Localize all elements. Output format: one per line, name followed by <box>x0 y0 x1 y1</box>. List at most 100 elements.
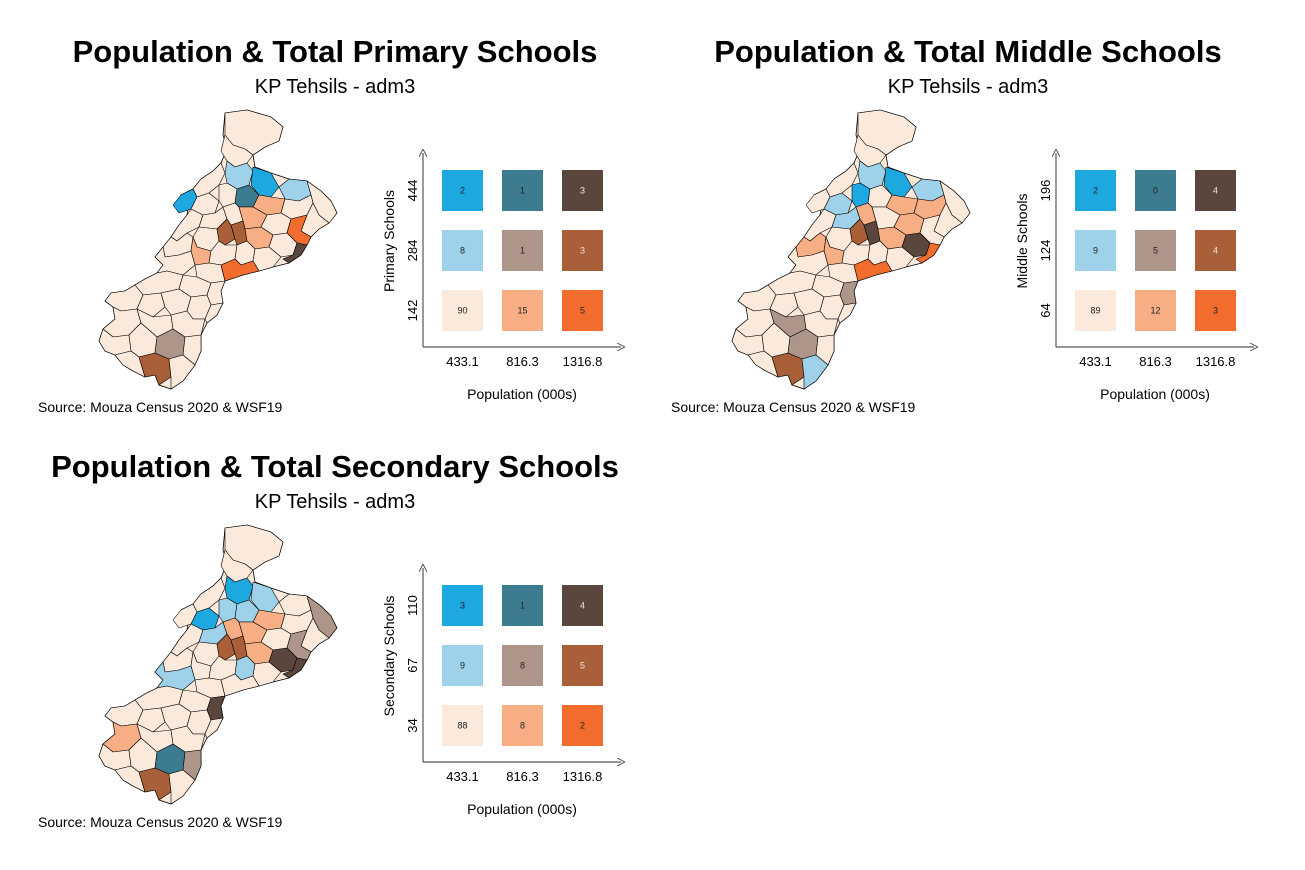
map-title: Population & Total Middle Schools <box>714 34 1222 69</box>
tehsil-region <box>815 334 835 366</box>
legend-tile <box>1195 290 1236 331</box>
kp-tehsils-map <box>731 109 971 390</box>
kp-tehsils-map <box>98 524 338 805</box>
legend-tile <box>442 170 483 211</box>
legend-tile <box>1075 230 1116 271</box>
y-axis-title: Middle Schools <box>1014 194 1030 289</box>
legend-tile-count: 15 <box>517 306 527 316</box>
tehsil-region <box>837 302 857 324</box>
x-tick-label: 433.1 <box>446 354 479 369</box>
legend-tile <box>502 290 543 331</box>
tehsil-region <box>769 292 799 318</box>
legend-tile <box>1135 290 1176 331</box>
tehsil-region <box>220 673 260 697</box>
legend-tile-count: 88 <box>457 721 467 731</box>
tehsil-region <box>104 284 144 312</box>
tehsil-region <box>136 707 166 733</box>
legend-tile <box>502 585 543 626</box>
tehsil-region <box>915 242 941 264</box>
x-tick-label: 1316.8 <box>563 769 603 784</box>
legend-tile-count: 0 <box>1153 186 1158 196</box>
legend-tile <box>562 645 603 686</box>
map-title: Population & Total Secondary Schools <box>51 449 619 484</box>
y-tick-label: 284 <box>405 240 420 262</box>
y-tick-label: 64 <box>1038 303 1053 317</box>
y-tick-label: 124 <box>1038 240 1053 262</box>
tehsil-region <box>204 302 224 324</box>
legend-tile-count: 90 <box>457 306 467 316</box>
x-tick-label: 1316.8 <box>1196 354 1236 369</box>
tehsil-region <box>801 354 829 390</box>
map-subtitle: KP Tehsils - adm3 <box>254 491 416 513</box>
panel-primary-schools: Population & Total Primary Schools KP Te… <box>15 0 655 420</box>
tehsil-region <box>138 767 172 801</box>
legend-tile-count: 89 <box>1090 306 1100 316</box>
y-tick-label: 142 <box>405 300 420 322</box>
y-axis-title: Secondary Schools <box>381 596 397 717</box>
legend-tile-count: 2 <box>460 186 465 196</box>
panel-middle-schools: Population & Total Middle Schools KP Teh… <box>648 0 1288 420</box>
bivariate-legend: 90 15 5 8 1 3 2 1 3 433.1 816.3 1316.8 142 284 444 Popu… <box>381 145 625 402</box>
tehsil-region <box>136 292 166 318</box>
legend-tile <box>1195 170 1236 211</box>
source-note: Source: Mouza Census 2020 & WSF19 <box>38 399 283 415</box>
legend-tile <box>562 290 603 331</box>
tehsil-region <box>138 352 172 386</box>
x-axis-title: Population (000s) <box>1100 386 1210 402</box>
source-note: Source: Mouza Census 2020 & WSF19 <box>671 399 916 415</box>
tehsil-region <box>104 699 144 727</box>
legend-tile-count: 4 <box>580 601 585 611</box>
legend-tile <box>1075 170 1116 211</box>
legend-tile-count: 12 <box>1150 306 1160 316</box>
legend-tile-count: 9 <box>460 661 465 671</box>
legend-tile-count: 5 <box>580 306 585 316</box>
y-tick-label: 34 <box>405 718 420 732</box>
legend-tile <box>1195 230 1236 271</box>
legend-tile <box>442 230 483 271</box>
legend-tile <box>442 705 483 746</box>
legend-tile-count: 5 <box>1153 246 1158 256</box>
legend-tile-count: 1 <box>520 186 525 196</box>
legend-tile <box>1135 170 1176 211</box>
map-subtitle: KP Tehsils - adm3 <box>887 76 1049 98</box>
x-tick-label: 816.3 <box>506 769 539 784</box>
x-tick-label: 816.3 <box>506 354 539 369</box>
legend-tile-count: 8 <box>520 721 525 731</box>
legend-tile-count: 3 <box>1213 306 1218 316</box>
tehsil-region <box>737 284 777 312</box>
tehsil-region <box>282 657 308 679</box>
legend-tile-count: 1 <box>520 601 525 611</box>
tehsil-region <box>168 354 196 390</box>
legend-tile-count: 4 <box>1213 246 1218 256</box>
x-tick-label: 433.1 <box>446 769 479 784</box>
source-note: Source: Mouza Census 2020 & WSF19 <box>38 814 283 830</box>
tehsil-region <box>853 258 893 282</box>
y-tick-label: 444 <box>405 180 420 202</box>
legend-tile-count: 4 <box>1213 186 1218 196</box>
bivariate-legend: 89 12 3 9 5 4 2 0 4 433.1 816.3 1316.8 64 124 196 Popul… <box>1014 145 1258 402</box>
tehsil-region <box>168 769 196 805</box>
legend-tile <box>562 230 603 271</box>
legend-tile-count: 3 <box>580 246 585 256</box>
legend-tile <box>502 170 543 211</box>
legend-tile <box>502 230 543 271</box>
x-tick-label: 1316.8 <box>563 354 603 369</box>
legend-tile <box>562 585 603 626</box>
legend-tile <box>1075 290 1116 331</box>
map-title: Population & Total Primary Schools <box>72 34 598 69</box>
kp-tehsils-map <box>98 109 338 390</box>
legend-tile-count: 3 <box>580 186 585 196</box>
x-axis-title: Population (000s) <box>467 386 577 402</box>
tehsil-region <box>182 334 202 366</box>
legend-tile-count: 2 <box>580 721 585 731</box>
legend-tile <box>562 705 603 746</box>
tehsil-region <box>220 258 260 282</box>
panel-secondary-schools: Population & Total Secondary Schools KP … <box>15 415 655 835</box>
legend-tile <box>502 645 543 686</box>
legend-tile <box>562 170 603 211</box>
legend-tile-count: 8 <box>520 661 525 671</box>
legend-tile-count: 2 <box>1093 186 1098 196</box>
tehsil-region <box>204 717 224 739</box>
legend-tile <box>502 705 543 746</box>
